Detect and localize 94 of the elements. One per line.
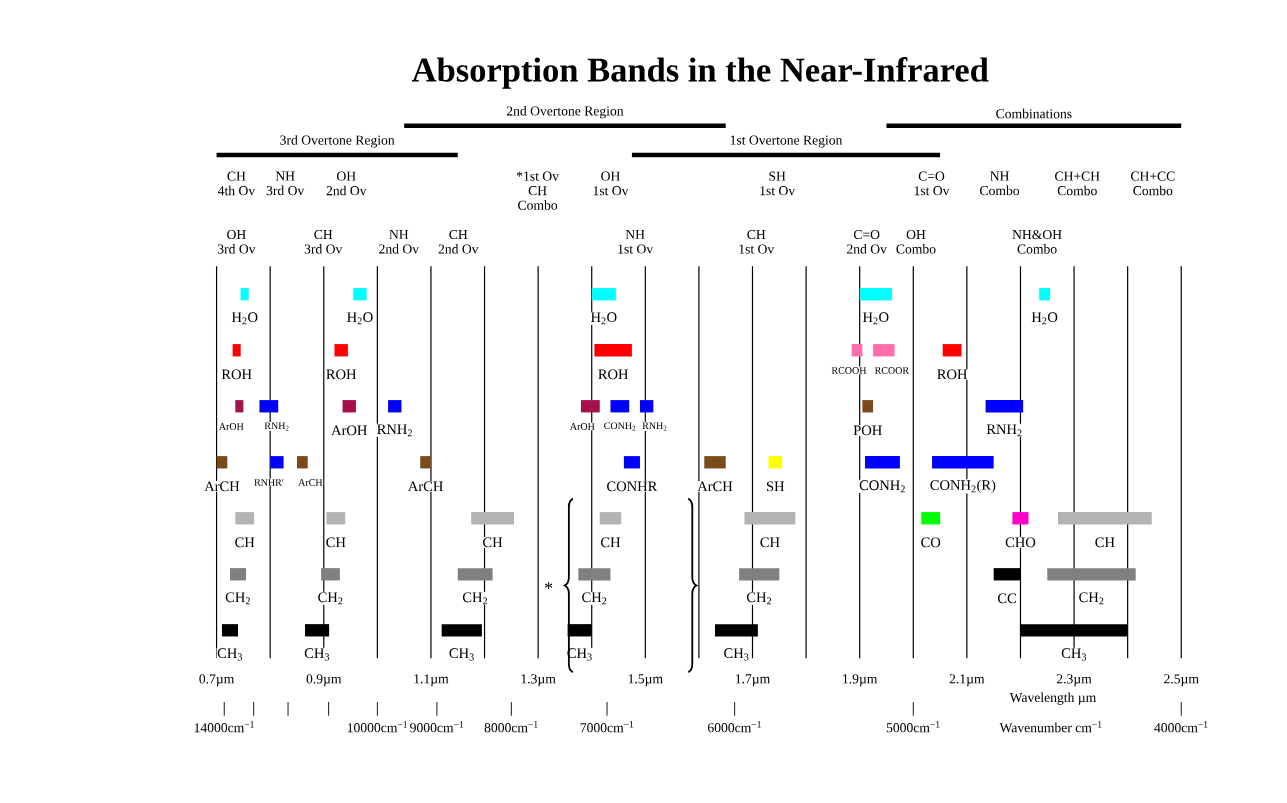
series-label: ROH [598, 369, 629, 380]
x-tick-label: 1.9µm [843, 674, 878, 687]
x-tick-label: 1.1µm [414, 674, 449, 687]
text: 5000cm$^{−1}$ [886, 720, 940, 733]
text: 10000cm$^{−1}$ [347, 720, 407, 733]
text: CH 1st Ov [739, 229, 775, 254]
series-label: ArOH [331, 425, 367, 436]
text: CH+CH Combo [1055, 171, 1100, 196]
series-label: ArCH [298, 478, 323, 486]
series-label: ArCH [407, 481, 443, 492]
x-tick-label: 1.5µm [628, 674, 663, 687]
series-label: ArOH [218, 422, 244, 430]
series-label: CH$_{3}$ [217, 648, 242, 661]
series-label: SH [766, 481, 785, 492]
text: NH 1st Ov [618, 229, 654, 254]
series-label: CH [760, 537, 780, 548]
x-tick-label: 1.3µm [521, 674, 556, 687]
series-label: CH$_{3}$ [1061, 648, 1087, 661]
text: 1st Overtone Region [730, 135, 843, 148]
text: NH 2nd Ov [379, 229, 420, 254]
text: 3rd Overtone Region [280, 135, 395, 148]
series-label: CHO [1005, 537, 1036, 548]
series-label: H$_{2}$O [1031, 312, 1058, 325]
text: 9000cm$^{−1}$ [410, 720, 464, 733]
series-label: CH [1095, 537, 1115, 548]
text: 4000cm$^{−1}$ [1154, 720, 1208, 733]
series-label: RCOOR [874, 366, 910, 374]
series-label: ArCH [697, 481, 733, 492]
text: OH 3rd Ov [217, 229, 256, 254]
chart-title: Absorption Bands in the Near-Infrared [411, 56, 989, 89]
series-label: ROH [326, 369, 357, 380]
series-label: CH$_{2}$ [318, 592, 343, 605]
series-label: CONH$_{2}$(R) [930, 479, 996, 493]
text: OH Combo [896, 229, 936, 254]
annotation: * [544, 582, 553, 589]
series-label: H$_{2}$O [862, 312, 889, 325]
series-label: CONH$_{2}$ [604, 422, 636, 431]
text: CH+CC Combo [1131, 171, 1175, 196]
series-label: ArCH [204, 481, 240, 492]
text: NH Combo [980, 171, 1020, 196]
series-label: RNHR' [254, 479, 284, 486]
text: C=O 1st Ov [914, 171, 950, 196]
text: Wavenumber cm$^{−1}$ [999, 720, 1102, 733]
series-label: RNH$_{2}$ [642, 422, 667, 431]
series-label: CH [235, 537, 255, 548]
x-tick-label: 2.1µm [949, 674, 985, 687]
series-label: CONHR [607, 481, 658, 492]
series-label: RNH$_{2}$ [986, 424, 1022, 437]
series-label: CONH$_{2}$ [859, 480, 905, 493]
x-tick-label: 0.7µm [199, 674, 235, 687]
series-label: CH$_{3}$ [724, 648, 749, 661]
series-label: H$_{2}$O [347, 312, 373, 325]
text: 7000cm$^{−1}$ [580, 720, 634, 733]
text: CH 4th Ov [217, 171, 256, 196]
series-label: CH$_{2}$ [582, 592, 607, 605]
text: C=O 2nd Ov [847, 229, 887, 254]
series-label: CH$_{2}$ [746, 592, 772, 605]
text: CH 3rd Ov [304, 229, 343, 254]
text: Combinations [996, 108, 1072, 119]
series-label: RNH$_{2}$ [377, 424, 412, 437]
series-label: ArOH [569, 422, 595, 430]
series-label: CH [326, 537, 346, 548]
series-label: RNH$_{2}$ [264, 422, 289, 431]
x-tick-label: 1.7µm [735, 674, 771, 687]
x-tick-label: 0.9µm [306, 674, 342, 687]
series-label: RCOOH [831, 366, 867, 374]
series-label: CH [600, 537, 621, 548]
text: SH 1st Ov [760, 171, 796, 196]
text: 8000cm$^{−1}$ [484, 720, 538, 733]
text: NH&OH Combo [1012, 229, 1062, 254]
series-label: ROH [937, 369, 968, 380]
series-label: CH [483, 537, 503, 548]
text: 6000cm$^{−1}$ [707, 720, 761, 733]
text: CH 2nd Ov [438, 229, 479, 254]
series-label: CH$_{2}$ [462, 592, 488, 605]
x-tick-label: 2.3µm [1056, 674, 1092, 687]
series-label: H$_{2}$O [231, 312, 258, 325]
text: 14000cm$^{−1}$ [194, 720, 254, 733]
series-label: CH$_{3}$ [449, 648, 474, 661]
series-label: POH [853, 425, 882, 436]
text: OH 2nd Ov [326, 171, 367, 196]
text: OH 1st Ov [593, 171, 629, 196]
text: NH 3rd Ov [266, 171, 305, 196]
x-tick-label: 2.5µm [1164, 674, 1199, 687]
series-label: H$_{2}$O [590, 312, 617, 325]
series-label: CH$_{2}$ [1079, 592, 1104, 605]
text: *1st Ov CH Combo [516, 171, 559, 210]
series-label: CC [997, 593, 1016, 604]
x-axis-title: Wavelength µm [1009, 692, 1097, 705]
series-label: CO [921, 537, 941, 548]
series-label: CH$_{2}$ [225, 592, 250, 605]
series-label: ROH [221, 369, 252, 380]
text: 2nd Overtone Region [506, 105, 624, 119]
series-label: CH$_{3}$ [304, 648, 330, 661]
